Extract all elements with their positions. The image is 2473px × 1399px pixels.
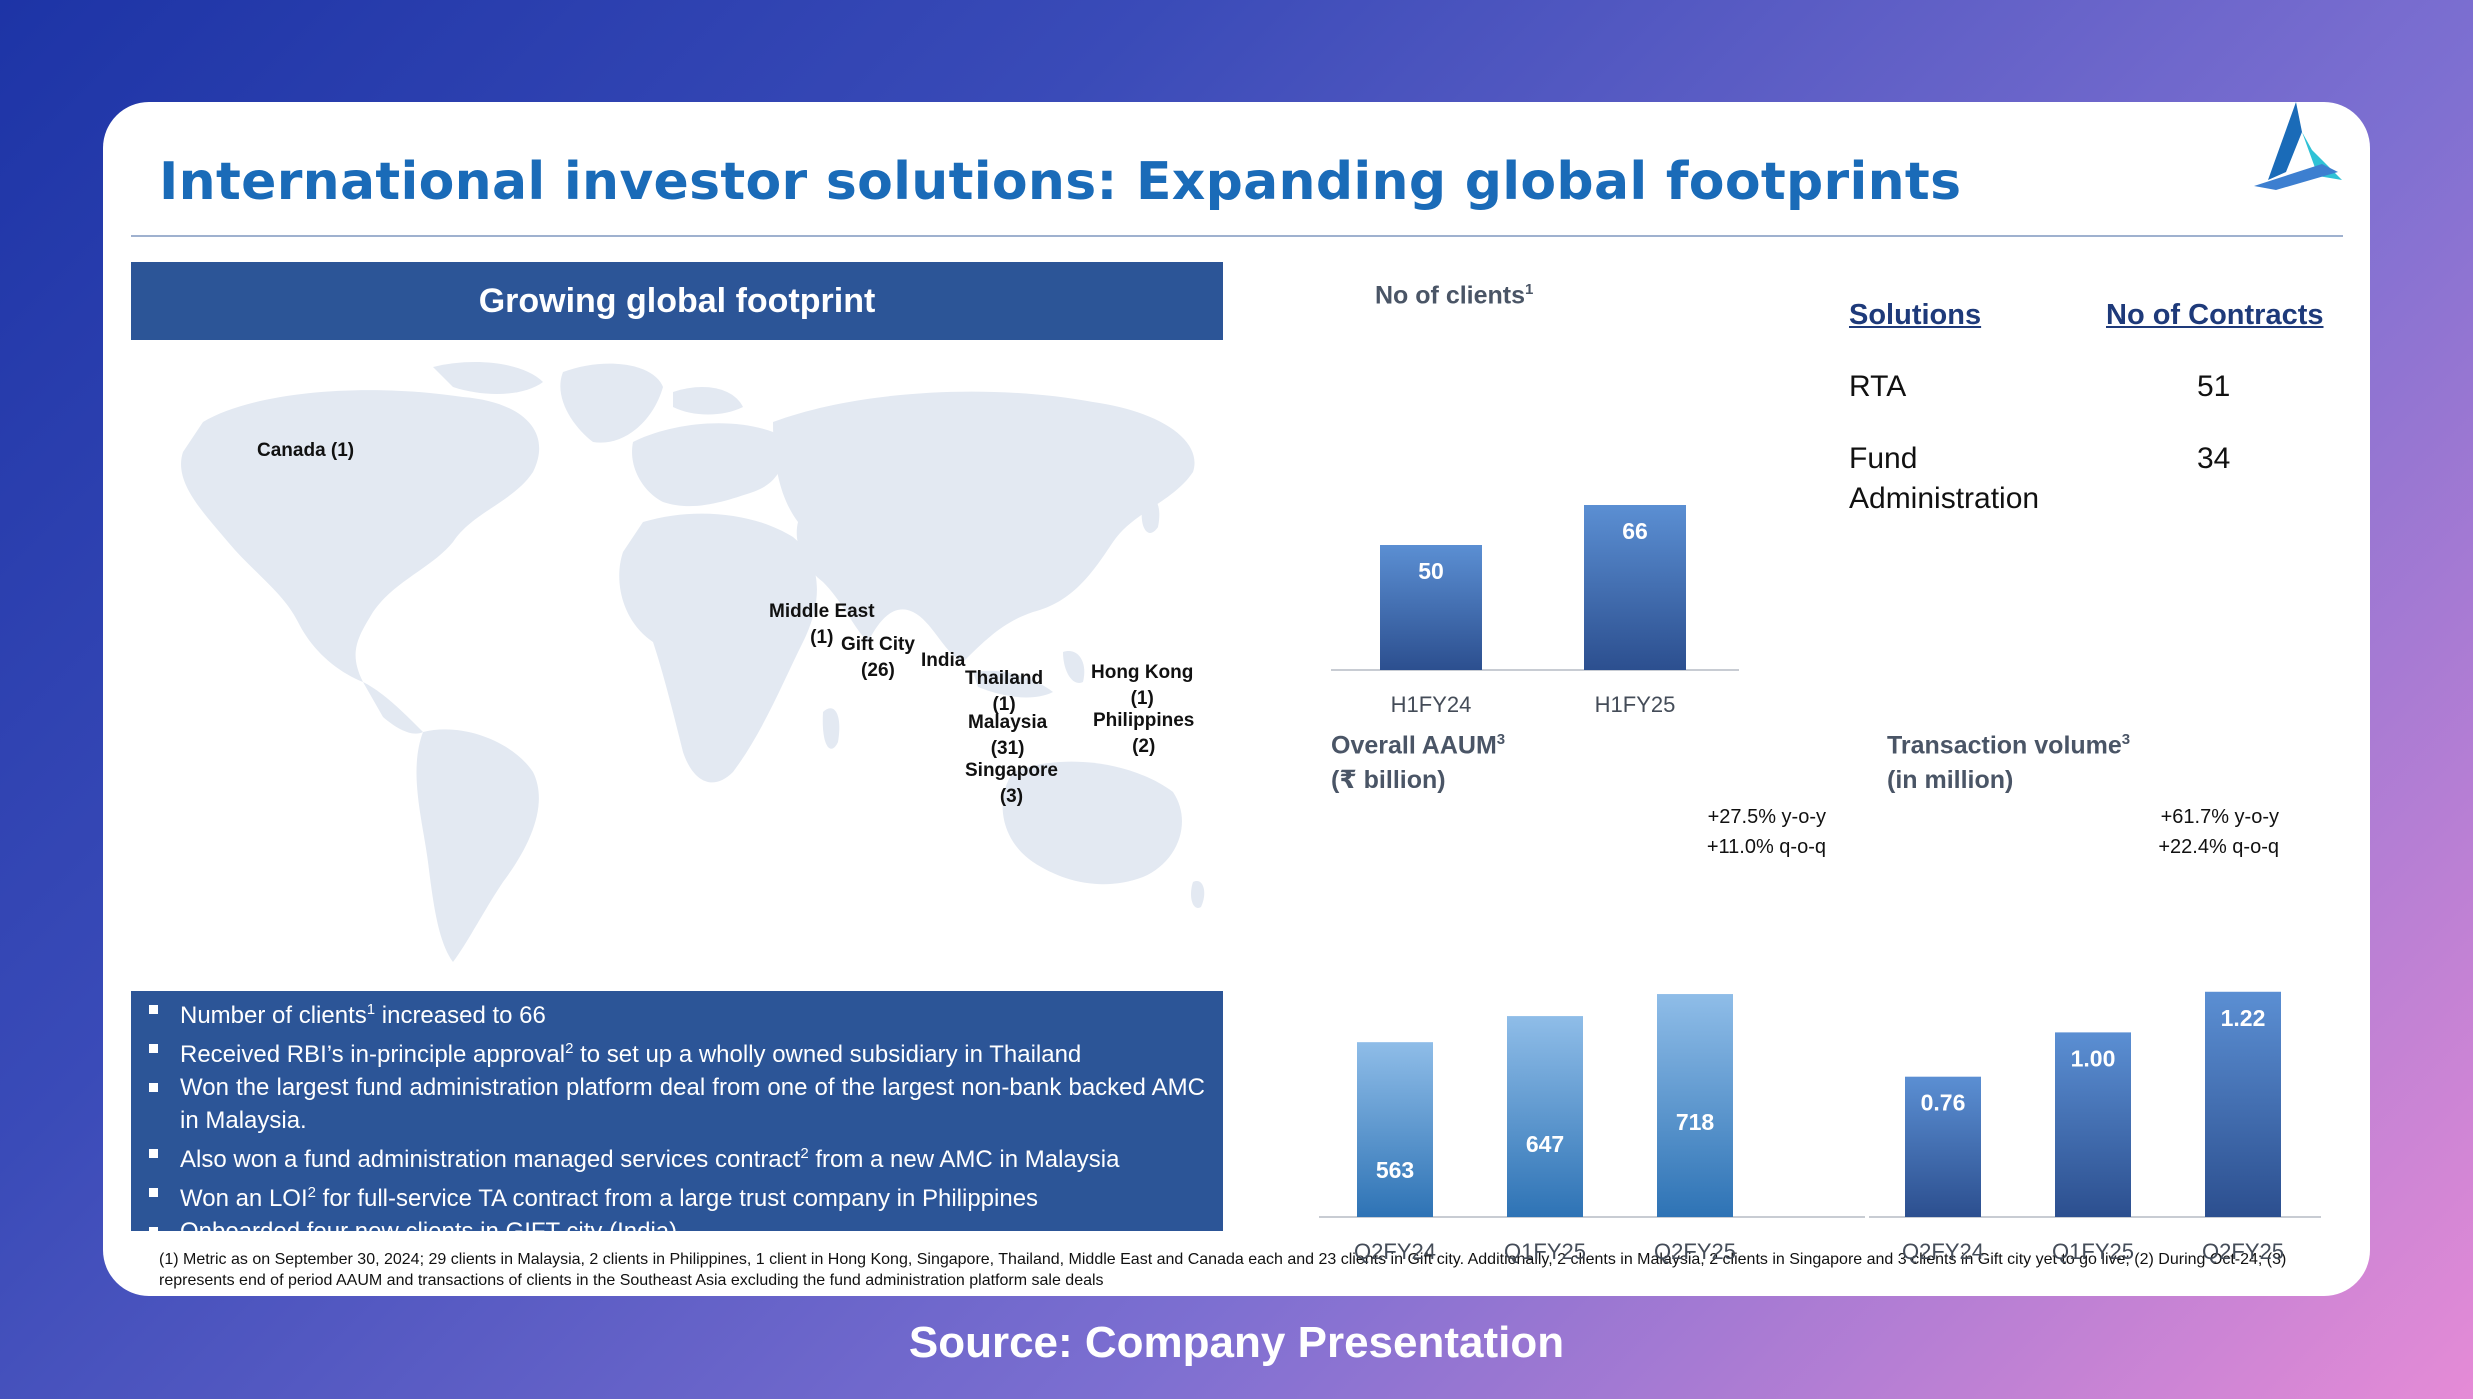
category-tick-label: Q1FY25 [2052, 1239, 2134, 1264]
contracts-fund-admin: 34 [2197, 442, 2231, 475]
bar-value-label: 718 [1676, 1109, 1715, 1135]
bar-value-label: 0.76 [1921, 1090, 1966, 1116]
bar-value-label: 1.22 [2221, 1005, 2266, 1031]
title-divider [131, 235, 2343, 237]
category-tick-label: H1FY25 [1595, 692, 1676, 717]
txn-growth: +61.7% y-o-y +22.4% q-o-q [2053, 802, 2279, 862]
clients-bar-plot: 50 H1FY24 66 H1FY25 [1331, 505, 1739, 717]
page-title: International investor solutions: Expand… [159, 152, 1962, 212]
bar [2055, 1032, 2131, 1217]
category-tick-label: Q2FY25 [1654, 1239, 1736, 1264]
slide-card: International investor solutions: Expand… [103, 102, 2370, 1296]
map-label-middle-east: Middle East (1) [769, 601, 875, 648]
map-label-philippines: Philippines (2) [1093, 710, 1195, 757]
clients-chart: No of clients1 50 H1FY24 66 H1FY25 [1303, 272, 1783, 752]
bar [1380, 545, 1482, 670]
bar [1357, 1042, 1433, 1217]
highlight-item: Also won a fund administration managed s… [145, 1137, 1205, 1176]
map-label-india: India [921, 650, 966, 671]
contracts-rta: 51 [2197, 370, 2231, 403]
highlight-item: Onboarded four new clients in GIFT city … [145, 1215, 1205, 1248]
map-label-hong-kong: Hong Kong (1) [1091, 662, 1194, 709]
world-map-icon [181, 362, 1205, 962]
highlight-item: Won the largest fund administration plat… [145, 1071, 1205, 1137]
txn-bar-plot: 0.76 Q2FY24 1.00 Q1FY25 1.22 Q2FY25 [1869, 991, 2321, 1264]
category-tick-label: Q1FY25 [1504, 1239, 1586, 1264]
bar [1507, 1016, 1583, 1217]
footprint-header: Growing global footprint [131, 262, 1223, 340]
category-tick-label: Q2FY24 [1902, 1239, 1984, 1264]
aaum-chart-title: Overall AAUM3 (₹ billion) [1331, 731, 1506, 795]
contracts-header: No of Contracts [2106, 299, 2324, 331]
solution-fund-admin: Fund Administration [1849, 442, 2040, 515]
txn-yoy: +61.7% y-o-y [2160, 806, 2279, 828]
aaum-yoy: +27.5% y-o-y [1707, 806, 1826, 828]
bar-value-label: 66 [1622, 518, 1648, 544]
bar [1657, 994, 1733, 1217]
map-label-malaysia: Malaysia (31) [968, 712, 1048, 759]
clients-chart-title: No of clients1 [1375, 281, 1534, 310]
aaum-growth: +27.5% y-o-y +11.0% q-o-q [1603, 802, 1826, 862]
world-map: Canada (1) Middle East (1) Gift City (26) … [133, 352, 1223, 982]
map-label-thailand: Thailand (1) [965, 668, 1044, 715]
map-label-singapore: Singapore (3) [965, 760, 1058, 807]
solutions-header: Solutions [1849, 299, 1982, 331]
aaum-qoq: +11.0% q-o-q [1706, 836, 1826, 858]
category-tick-label: H1FY24 [1391, 692, 1472, 717]
aaum-chart: Overall AAUM3 (₹ billion) +27.5% y-o-y +… [1303, 722, 1903, 1282]
bar [1905, 1076, 1981, 1217]
txn-chart: Transaction volume3 (in million) +61.7% … [1853, 722, 2333, 1282]
bar-value-label: 1.00 [2071, 1045, 2116, 1071]
bar-value-label: 647 [1526, 1131, 1564, 1157]
highlight-item: Number of clients1 increased to 66 [145, 993, 1205, 1032]
txn-chart-title: Transaction volume3 (in million) [1887, 731, 2131, 795]
footnote: (1) Metric as on September 30, 2024; 29 … [159, 1251, 2287, 1289]
company-logo-icon [2254, 102, 2342, 190]
highlights-list: Number of clients1 increased to 66 Receiv… [145, 993, 1205, 1248]
solution-rta: RTA [1849, 370, 1907, 403]
map-label-gift-city: Gift City (26) [841, 634, 915, 681]
bar-value-label: 563 [1376, 1157, 1414, 1183]
map-label-canada: Canada (1) [257, 440, 355, 461]
highlight-item: Received RBI’s in-principle approval2 to… [145, 1032, 1205, 1071]
bar-value-label: 50 [1418, 558, 1444, 584]
txn-qoq: +22.4% q-o-q [2158, 836, 2279, 858]
highlights-panel: Number of clients1 increased to 66 Receiv… [131, 991, 1223, 1245]
highlight-item: Won an LOI2 for full-service TA contract… [145, 1176, 1205, 1215]
category-tick-label: Q2FY24 [1354, 1239, 1436, 1264]
category-tick-label: Q2FY25 [2202, 1239, 2284, 1264]
bar [1584, 505, 1686, 670]
bar [2205, 991, 2281, 1217]
source-caption: Source: Company Presentation [908, 1318, 1565, 1367]
aaum-bar-plot: 563 Q2FY24 647 Q1FY25 718 Q2FY25 [1319, 994, 1865, 1264]
